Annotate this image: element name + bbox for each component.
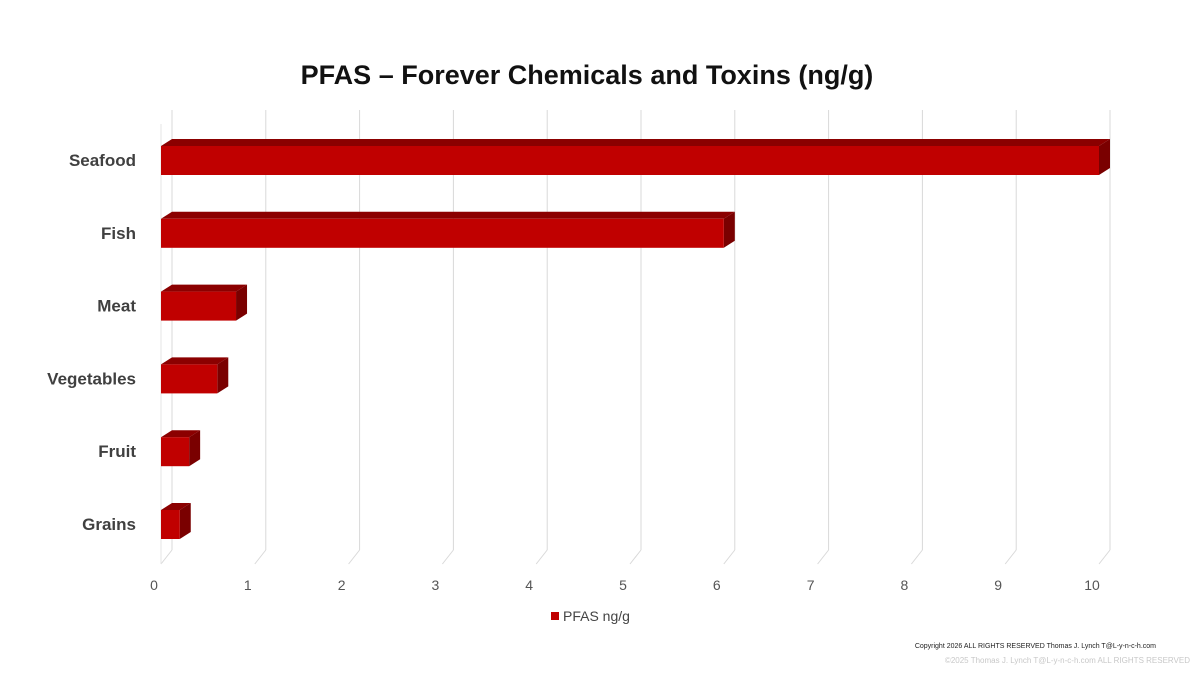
x-tick-label: 3 — [432, 577, 440, 593]
bar-top-face — [161, 284, 248, 292]
gridline-floor — [723, 549, 736, 565]
bar-front-face — [161, 364, 218, 394]
gridline-floor — [160, 549, 173, 565]
x-tick-label: 4 — [525, 577, 533, 593]
bar — [161, 284, 248, 321]
bar-side-face — [179, 503, 191, 539]
category-label: Fruit — [98, 442, 136, 461]
gridline-floor — [911, 549, 923, 565]
bar — [161, 503, 191, 539]
x-tick-label: 2 — [338, 577, 346, 593]
x-tick-label: 9 — [994, 577, 1002, 593]
bar-top-face — [161, 211, 735, 219]
bar-side-face — [217, 357, 229, 394]
bar — [161, 211, 735, 248]
x-tick-label: 7 — [807, 577, 815, 593]
category-labels: Seafood Fish Meat Vegetables Fruit Grains — [47, 151, 136, 534]
bar-front-face — [161, 218, 724, 248]
bar-top-face — [161, 430, 201, 438]
gridline-floor — [442, 549, 454, 565]
bar — [161, 430, 201, 467]
x-tick-label: 6 — [713, 577, 721, 593]
legend-label: PFAS ng/g — [563, 608, 630, 624]
category-label: Fish — [101, 224, 136, 243]
legend: PFAS ng/g — [551, 608, 630, 624]
legend-swatch — [551, 612, 559, 620]
gridline-floor — [348, 549, 360, 565]
bar-front-face — [161, 146, 1099, 175]
gridline-floor — [1004, 549, 1017, 565]
category-label: Meat — [97, 297, 136, 316]
gridline-floor — [535, 549, 548, 565]
bar-front-face — [161, 510, 180, 539]
x-tick-label: 5 — [619, 577, 627, 593]
bar-front-face — [161, 437, 190, 467]
bar-side-face — [189, 430, 201, 467]
chart-title: PFAS – Forever Chemicals and Toxins (ng/… — [301, 60, 874, 90]
bar — [161, 139, 1110, 175]
bar-top-face — [161, 357, 229, 365]
bar-top-face — [161, 139, 1110, 146]
copyright-notice: Copyright 2026 ALL RIGHTS RESERVED Thoma… — [914, 643, 1156, 650]
bar-top-face — [161, 503, 191, 510]
category-label: Grains — [82, 515, 136, 534]
x-tick-label: 10 — [1084, 577, 1100, 593]
category-label: Seafood — [69, 151, 136, 170]
bars — [161, 139, 1110, 539]
x-tick-label: 0 — [150, 577, 158, 593]
bar-side-face — [723, 211, 735, 248]
category-label: Vegetables — [47, 369, 136, 388]
gridline-floor — [629, 549, 642, 565]
bar-side-face — [236, 284, 248, 321]
x-tick-label: 1 — [244, 577, 252, 593]
bar-side-face — [1099, 139, 1110, 175]
gridline-floor — [254, 549, 267, 565]
bar-front-face — [161, 291, 237, 321]
gridlines — [160, 110, 1111, 565]
gridline-floor — [817, 549, 829, 565]
x-tick-label: 8 — [901, 577, 909, 593]
watermark-notice: ©2025 Thomas J. Lynch T@L-y-n-c-h.com AL… — [944, 656, 1190, 665]
x-tick-labels: 0 1 2 3 4 5 6 7 8 9 10 — [150, 577, 1100, 593]
bar — [161, 357, 229, 394]
gridline-floor — [1098, 549, 1111, 565]
